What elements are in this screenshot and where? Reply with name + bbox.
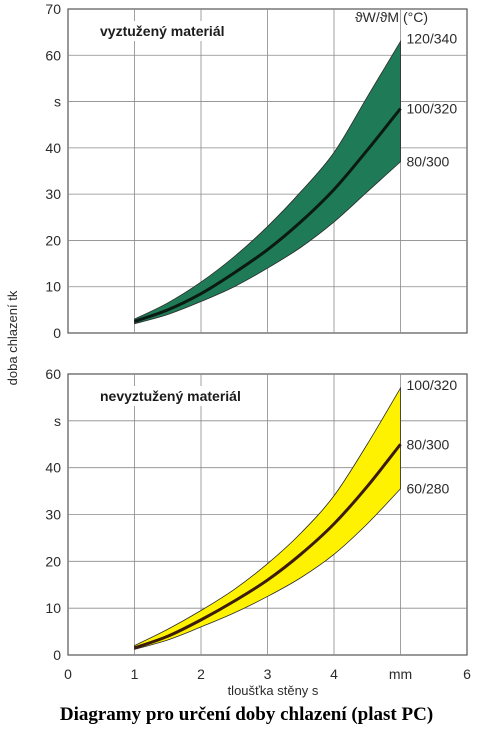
x-tick-label: 6 xyxy=(463,666,471,682)
y-tick-label: 10 xyxy=(45,279,61,295)
y-tick-label: 0 xyxy=(53,647,61,663)
y-tick-label: s xyxy=(54,94,61,110)
panel-title-background xyxy=(95,386,267,406)
x-tick-label: 1 xyxy=(131,666,139,682)
y-tick-label: 70 xyxy=(45,1,61,17)
panel-title: vyztužený materiál xyxy=(100,23,225,39)
series-label-100-320: 100/320 xyxy=(407,377,458,393)
y-tick-label: 60 xyxy=(45,47,61,63)
y-tick-label: 0 xyxy=(53,325,61,341)
x-axis-title: tloušťka stěny s xyxy=(228,683,319,698)
figure-caption: Diagramy pro určení doby chlazení (plast… xyxy=(59,704,434,725)
x-tick-label: 0 xyxy=(64,666,72,682)
range-band xyxy=(134,39,401,325)
series-label-80-300: 80/300 xyxy=(407,436,450,452)
y-tick-label: 20 xyxy=(45,232,61,248)
y-tick-label: 40 xyxy=(45,460,61,476)
range-band xyxy=(134,386,401,650)
x-tick-label: 2 xyxy=(197,666,205,682)
y-tick-label: 60 xyxy=(45,366,61,382)
y-tick-label: 30 xyxy=(45,186,61,202)
y-tick-label: 10 xyxy=(45,600,61,616)
panel-reinforced: 0 10 20 30 40 s 60 70 120/340 100/320 80/300 vyztuž… xyxy=(45,1,468,341)
y-tick-label: 30 xyxy=(45,507,61,523)
y-tick-label: 40 xyxy=(45,140,61,156)
panel-title-background xyxy=(95,21,251,41)
series-label-60-280: 60/280 xyxy=(407,481,450,497)
x-tick-label: 3 xyxy=(264,666,272,682)
series-line-80-300 xyxy=(134,443,402,650)
legend-header: ϑW/ϑM (°C) xyxy=(355,9,428,25)
series-label-100-320: 100/320 xyxy=(407,101,458,117)
series-line-100-320 xyxy=(134,107,402,323)
shared-axes: 0 1 2 3 4 mm 6 tloušťka stěny s doba chlazení tk… xyxy=(5,9,471,698)
series-label-120-340: 120/340 xyxy=(407,30,458,46)
y-tick-label: 20 xyxy=(45,553,61,569)
panel-title: nevyztužený materiál xyxy=(100,388,241,404)
x-tick-label: mm xyxy=(389,666,412,682)
series-label-80-300: 80/300 xyxy=(407,154,450,170)
y-tick-label: s xyxy=(54,413,61,429)
panel-unreinforced: 0 10 20 30 40 s 60 100/320 80/300 60/280 nevyztuže… xyxy=(45,366,468,663)
y-axis-title: doba chlazení tk xyxy=(5,290,20,385)
x-tick-label: 4 xyxy=(330,666,338,682)
